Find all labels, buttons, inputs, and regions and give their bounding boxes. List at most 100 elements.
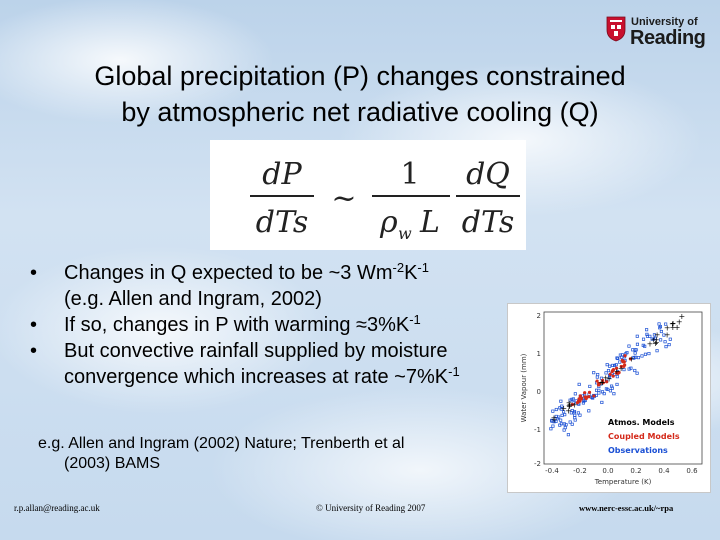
xtick-label: -0.4 — [545, 467, 559, 475]
scatter-point — [570, 402, 575, 407]
scatter-point: + — [653, 338, 660, 347]
scatter-point — [562, 422, 566, 426]
logo-line-1: University of — [631, 16, 698, 28]
scatter-point — [606, 369, 611, 373]
scatter-point — [622, 360, 626, 364]
eq-lhs-numerator: dP — [262, 157, 302, 192]
scatter-point — [645, 334, 650, 338]
scatter-point: + — [566, 399, 573, 408]
scatter-point — [587, 409, 591, 413]
scatter-point — [602, 392, 606, 396]
scatter-point — [607, 375, 612, 379]
scatter-point — [595, 379, 599, 383]
scatter-point — [655, 349, 659, 353]
scatter-point: + — [654, 331, 661, 340]
scatter-point — [568, 398, 572, 402]
scatter-point — [633, 351, 637, 355]
scatter-point: + — [669, 323, 676, 332]
scatter-point — [568, 420, 572, 424]
scatter-point: + — [670, 319, 677, 328]
scatter-point — [645, 328, 649, 332]
scatter-point: + — [602, 374, 609, 383]
bullet-marker: • — [30, 262, 38, 284]
scatter-point: + — [566, 402, 573, 411]
scatter-point — [566, 433, 570, 437]
scatter-points: +++++++++ +++++++++++++++++++++ — [549, 312, 685, 437]
scatter-point — [628, 357, 632, 361]
scatter-point — [587, 390, 592, 394]
scatter-point — [651, 337, 656, 341]
scatter-point — [576, 411, 580, 415]
scatter-point — [622, 364, 626, 368]
scatter-point — [578, 413, 582, 417]
scatter-point — [597, 391, 601, 395]
scatter-point — [578, 394, 582, 398]
bullet-marker: • — [30, 340, 38, 362]
footer-email: r.p.allan@reading.ac.uk — [14, 503, 100, 513]
x-axis-label: Temperature (K) — [594, 478, 652, 486]
scatter-point — [627, 367, 631, 371]
scatter-point: + — [678, 312, 685, 321]
scatter-point: + — [598, 378, 605, 387]
scatter-figure: 2 1 0 -1 -2 -0.4 -0.2 0.0 0.2 0.4 0.6 Te… — [507, 303, 711, 493]
scatter-point — [559, 418, 563, 422]
scatter-point — [634, 355, 638, 359]
scatter-point — [664, 322, 668, 326]
bullet-item: • Changes in Q expected to be ~3 Wm-2K-1… — [30, 260, 429, 310]
scatter-point — [668, 337, 672, 341]
scatter-point — [610, 384, 614, 388]
scatter-point — [627, 344, 631, 348]
scatter-point — [573, 413, 577, 417]
scatter-point: + — [551, 413, 558, 422]
legend-atmos-models: Atmos. Models — [608, 418, 675, 427]
scatter-point: + — [618, 364, 625, 373]
scatter-point — [578, 399, 582, 403]
scatter-point — [614, 363, 618, 367]
scatter-point: + — [676, 318, 683, 327]
scatter-point — [608, 389, 613, 393]
scatter-point — [597, 381, 601, 386]
scatter-point — [592, 371, 596, 375]
scatter-point: + — [669, 319, 676, 328]
scatter-point — [563, 426, 567, 430]
scatter-point — [620, 355, 624, 359]
scatter-point — [641, 337, 646, 341]
scatter-point — [634, 348, 638, 352]
scatter-point: + — [674, 323, 681, 332]
scatter-point — [584, 396, 588, 401]
scatter-point — [611, 363, 615, 367]
ytick-label: 0 — [537, 388, 541, 396]
scatter-point — [657, 322, 661, 326]
bullet-list: • Changes in Q expected to be ~3 Wm-2K-1… — [28, 260, 508, 390]
scatter-point — [605, 380, 609, 384]
scatter-point: + — [664, 323, 671, 332]
scatter-point — [615, 382, 619, 386]
scatter-point — [619, 364, 623, 369]
scatter-point — [560, 404, 564, 408]
scatter-point: + — [606, 375, 613, 384]
scatter-point — [613, 363, 617, 368]
scatter-point: + — [599, 378, 606, 387]
scatter-point — [554, 407, 558, 412]
scatter-point — [559, 407, 563, 411]
scatter-point — [583, 391, 587, 395]
legend-observations: Observations — [608, 446, 668, 455]
equation: dP dTs ~ 1 ρ w L dQ dTs — [210, 140, 526, 250]
scatter-point — [571, 397, 575, 401]
scatter-point — [641, 343, 645, 347]
xtick-label: -0.2 — [573, 467, 587, 475]
ytick-label: -1 — [534, 426, 541, 434]
bullet-item: • But convective rainfall supplied by mo… — [30, 340, 460, 388]
scatter-point — [610, 369, 615, 373]
scatter-point — [658, 326, 662, 330]
scatter-point — [588, 384, 592, 388]
scatter-point — [653, 336, 657, 340]
scatter-point — [640, 354, 644, 358]
eq-rhs-denominator: dTs — [462, 205, 514, 240]
scatter-point — [595, 375, 599, 379]
slide-title: Global precipitation (P) changes constra… — [20, 58, 700, 130]
scatter-point — [596, 372, 600, 377]
scatter-point — [601, 381, 605, 385]
scatter-point — [633, 368, 637, 373]
scatter-point — [564, 423, 568, 427]
